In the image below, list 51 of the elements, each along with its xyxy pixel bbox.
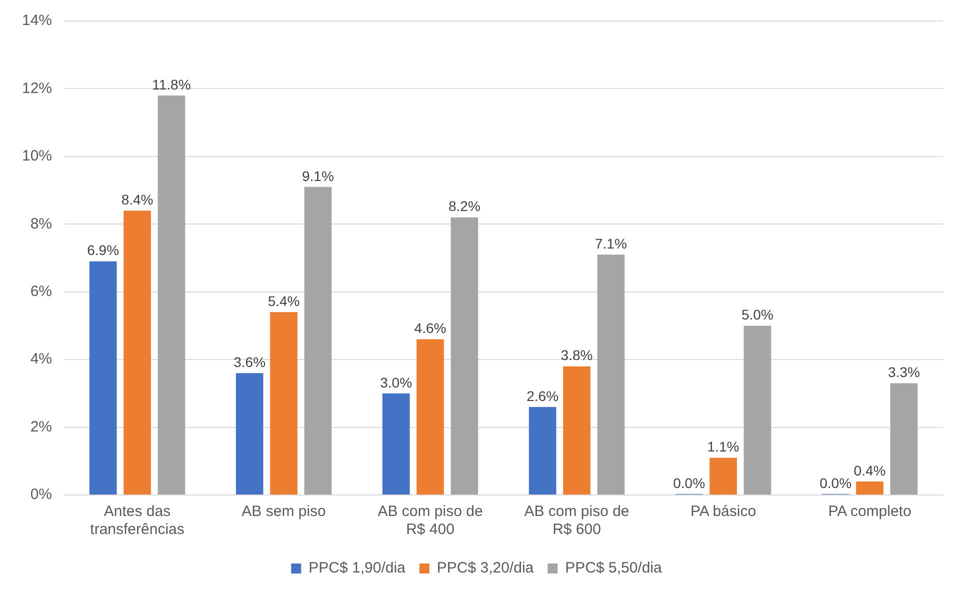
y-tick-label: 2% [30,418,52,436]
x-tick-label: Antes das transferências [90,503,184,538]
legend-label: PPC$ 3,20/dia [436,560,534,577]
bar [270,312,298,494]
legend-label: PPC$ 1,90/dia [308,560,406,577]
bar [304,186,332,494]
legend-label: PPC$ 5,50/dia [565,560,663,577]
y-tick-label: 4% [30,350,52,368]
x-tick-label: PA completo [828,503,912,520]
data-label: 11.8% [152,76,191,92]
bar [528,406,556,494]
data-label: 1.1% [707,438,740,455]
data-label: 5.4% [268,293,300,310]
bar [856,481,884,494]
data-label: 3.3% [888,364,920,380]
bar [236,373,264,494]
bar [416,339,444,494]
bar [89,261,117,494]
data-label: 7.1% [594,235,627,252]
bar [597,254,625,494]
y-tick-label: 0% [30,486,52,504]
data-label: 8.2% [448,198,480,214]
data-label: 3.0% [380,374,412,390]
bar [563,366,590,494]
x-tick-label: AB sem piso [242,503,326,520]
bar [382,393,410,494]
data-label: 0.0% [820,474,852,491]
data-label: 9.1% [302,168,334,184]
data-label: 5.0% [741,306,774,323]
data-label: 4.6% [414,320,446,336]
bar [124,210,151,494]
data-label: 3.6% [234,354,266,370]
y-tick-label: 14% [22,12,52,30]
data-label: 0.4% [854,462,886,478]
bar [450,217,478,494]
x-tick-label: PA básico [690,503,756,520]
y-tick-label: 6% [30,283,52,300]
data-label: 8.4% [121,191,154,208]
data-label: 6.9% [87,242,120,258]
y-tick-label: 8% [30,215,52,232]
x-tick-label: AB com piso de R$ 600 [524,503,630,538]
bar [158,95,186,494]
data-label: 0.0% [673,474,706,491]
data-label: 3.8% [560,347,593,364]
bar [710,458,737,494]
y-tick-label: 10% [22,148,52,165]
bar [890,383,918,494]
data-label: 2.6% [526,388,559,404]
x-tick-label: AB com piso de R$ 400 [378,503,483,538]
y-tick-label: 12% [22,80,52,97]
bar [744,326,772,494]
